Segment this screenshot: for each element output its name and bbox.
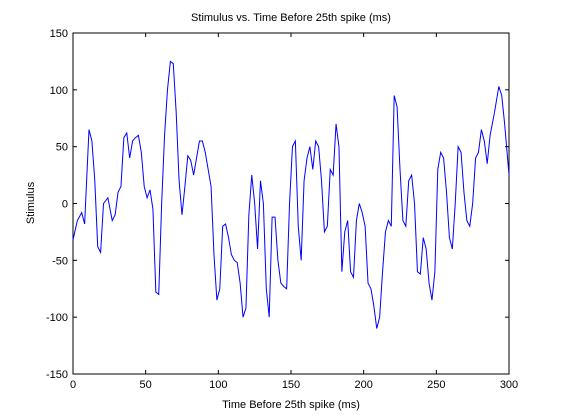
x-tick-label: 200 bbox=[354, 379, 372, 391]
x-tick-label: 50 bbox=[140, 379, 152, 391]
y-tick-label: 50 bbox=[56, 142, 68, 154]
data-line bbox=[72, 60, 510, 329]
y-tick-label: 100 bbox=[50, 85, 68, 97]
plot-area bbox=[72, 32, 510, 375]
y-tick-label: -150 bbox=[46, 369, 68, 381]
x-tick-label: 100 bbox=[209, 379, 227, 391]
y-tick-label: -50 bbox=[52, 255, 68, 267]
x-tick-label: 250 bbox=[427, 379, 445, 391]
y-tick-label: 0 bbox=[62, 199, 68, 211]
chart-title: Stimulus vs. Time Before 25th spike (ms) bbox=[191, 12, 391, 24]
x-tick-label: 300 bbox=[500, 379, 518, 391]
x-tick-label: 150 bbox=[282, 379, 300, 391]
y-tick-label: -100 bbox=[46, 312, 68, 324]
x-axis-label: Time Before 25th spike (ms) bbox=[222, 399, 360, 411]
y-axis-label: Stimulus bbox=[25, 181, 37, 224]
y-tick-label: 150 bbox=[50, 28, 68, 40]
x-tick-label: 0 bbox=[70, 379, 76, 391]
